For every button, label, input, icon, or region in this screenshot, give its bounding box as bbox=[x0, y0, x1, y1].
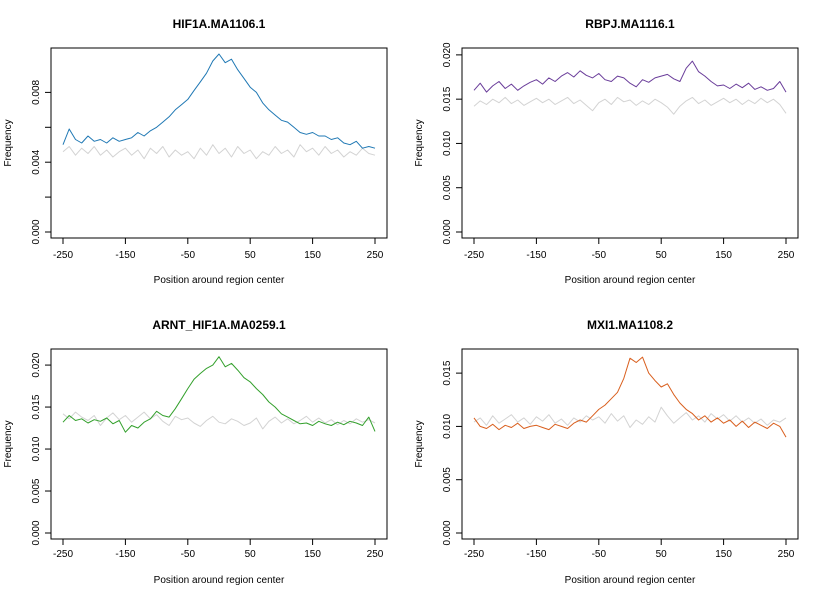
x-axis-label: Position around region center bbox=[565, 575, 696, 586]
y-tick-label: 0.000 bbox=[31, 219, 42, 244]
x-tick-label: -150 bbox=[526, 250, 546, 261]
chart-panel-2: RBPJ.MA1116.1 -250 -150 -50 50 150 250 Position… bbox=[414, 17, 799, 286]
y-tick-label: 0.000 bbox=[442, 219, 453, 244]
x-tick-label: -250 bbox=[464, 549, 484, 560]
y-axis-label: Frequency bbox=[3, 420, 14, 467]
series-line-1 bbox=[62, 356, 376, 433]
x-tick-label: -250 bbox=[53, 250, 73, 261]
series-line-1 bbox=[473, 60, 787, 93]
plot-frame bbox=[50, 47, 388, 239]
y-axis: 0.000 0.004 0.008 bbox=[31, 79, 52, 245]
y-tick-label: 0.020 bbox=[31, 352, 42, 377]
y-tick-label: 0.020 bbox=[442, 42, 453, 67]
chart-title: MXI1.MA1108.2 bbox=[587, 318, 673, 332]
chart-panel-1: HIF1A.MA1106.1 -250 -150 -50 50 150 250 Positio… bbox=[3, 17, 388, 286]
y-tick-label: 0.008 bbox=[31, 79, 42, 104]
x-axis: -250 -150 -50 50 150 250 bbox=[464, 538, 795, 560]
y-tick-label: 0.015 bbox=[442, 360, 453, 385]
series-line-2 bbox=[473, 96, 787, 115]
y-tick-label: 0.005 bbox=[31, 478, 42, 503]
x-axis: -250 -150 -50 50 150 250 bbox=[53, 538, 384, 560]
y-axis: 0.000 0.005 0.010 0.015 bbox=[442, 360, 463, 546]
x-tick-label: 250 bbox=[367, 250, 384, 261]
series-line-1 bbox=[473, 356, 787, 438]
x-tick-label: -50 bbox=[181, 549, 196, 560]
x-tick-label: -250 bbox=[53, 549, 73, 560]
x-tick-label: 150 bbox=[715, 549, 732, 560]
x-axis: -250 -150 -50 50 150 250 bbox=[464, 237, 795, 261]
x-tick-label: 50 bbox=[656, 549, 668, 560]
y-tick-label: 0.015 bbox=[442, 86, 453, 111]
x-axis-label: Position around region center bbox=[154, 275, 285, 286]
y-tick-label: 0.004 bbox=[31, 149, 42, 174]
plot-frame bbox=[461, 348, 799, 540]
chart-title: HIF1A.MA1106.1 bbox=[173, 17, 266, 31]
x-tick-label: -250 bbox=[464, 250, 484, 261]
x-tick-label: -150 bbox=[526, 549, 546, 560]
chart-title: ARNT_HIF1A.MA0259.1 bbox=[152, 318, 286, 332]
y-axis-label: Frequency bbox=[414, 420, 425, 467]
y-axis-label: Frequency bbox=[3, 119, 14, 166]
y-axis-label: Frequency bbox=[414, 119, 425, 166]
x-tick-label: -150 bbox=[115, 549, 135, 560]
y-axis: 0.000 0.005 0.010 0.015 0.020 bbox=[31, 352, 52, 546]
x-tick-label: -50 bbox=[592, 549, 607, 560]
chart-title: RBPJ.MA1116.1 bbox=[585, 17, 675, 31]
plot-frame bbox=[461, 47, 799, 239]
x-tick-label: -50 bbox=[592, 250, 607, 261]
series-line-2 bbox=[62, 411, 376, 430]
x-tick-label: -150 bbox=[115, 250, 135, 261]
x-tick-label: 250 bbox=[778, 549, 795, 560]
x-tick-label: 250 bbox=[367, 549, 384, 560]
x-axis-label: Position around region center bbox=[154, 575, 285, 586]
x-axis: -250 -150 -50 50 150 250 bbox=[53, 237, 384, 261]
chart-panel-4: MXI1.MA1108.2 -250 -150 -50 50 150 250 Position… bbox=[414, 318, 799, 586]
x-tick-label: 50 bbox=[245, 250, 257, 261]
series-line-2 bbox=[473, 406, 787, 428]
x-tick-label: -50 bbox=[181, 250, 196, 261]
y-tick-label: 0.010 bbox=[442, 130, 453, 155]
y-tick-label: 0.000 bbox=[31, 520, 42, 545]
y-tick-label: 0.010 bbox=[31, 436, 42, 461]
plot-frame bbox=[50, 348, 388, 540]
x-tick-label: 150 bbox=[304, 549, 321, 560]
y-tick-label: 0.005 bbox=[442, 467, 453, 492]
y-axis: 0.000 0.005 0.010 0.015 0.020 bbox=[442, 42, 463, 245]
x-axis-label: Position around region center bbox=[565, 275, 696, 286]
y-tick-label: 0.000 bbox=[442, 520, 453, 545]
x-tick-label: 150 bbox=[304, 250, 321, 261]
y-tick-label: 0.010 bbox=[442, 413, 453, 438]
series-line-2 bbox=[62, 144, 376, 160]
y-tick-label: 0.015 bbox=[31, 394, 42, 419]
y-tick-label: 0.005 bbox=[442, 175, 453, 200]
chart-panel-3: ARNT_HIF1A.MA0259.1 -250 -150 -50 50 150 250 Po… bbox=[3, 318, 388, 586]
x-tick-label: 150 bbox=[715, 250, 732, 261]
x-tick-label: 50 bbox=[656, 250, 668, 261]
series-line-1 bbox=[62, 53, 376, 149]
x-tick-label: 250 bbox=[778, 250, 795, 261]
x-tick-label: 50 bbox=[245, 549, 257, 560]
